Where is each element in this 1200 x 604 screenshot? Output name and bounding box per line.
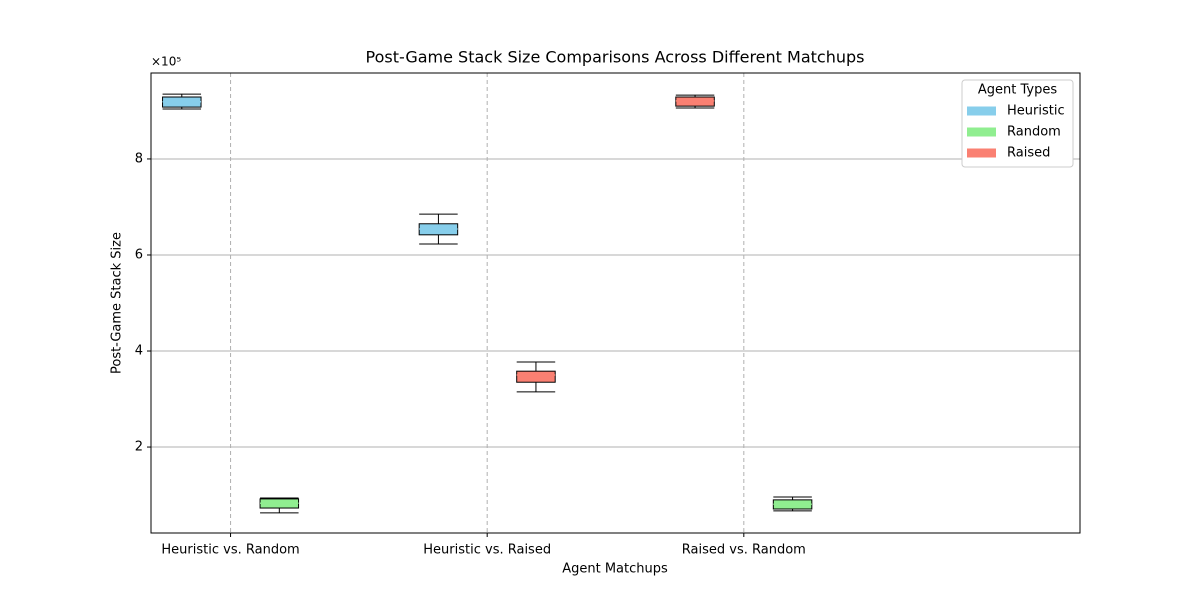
legend-label: Raised: [1007, 146, 1050, 161]
y-axis-label: Post-Game Stack Size: [110, 232, 125, 374]
chart-title: Post-Game Stack Size Comparisons Across …: [366, 48, 865, 67]
legend-label: Heuristic: [1007, 104, 1065, 119]
legend-label: Random: [1007, 125, 1061, 140]
legend-swatch: [967, 148, 996, 158]
x-axis-label: Agent Matchups: [562, 562, 668, 577]
legend-swatch: [967, 106, 996, 116]
legend-title: Agent Types: [978, 83, 1057, 98]
y-tick-label: 4: [135, 344, 143, 359]
y-tick-label: 8: [135, 151, 143, 166]
y-tick-label: 6: [135, 247, 143, 262]
x-tick-label: Heuristic vs. Random: [161, 543, 299, 558]
legend-box: [961, 79, 1074, 168]
y-tick-label: 2: [135, 440, 143, 455]
legend-swatch: [967, 127, 996, 137]
x-tick-label: Raised vs. Random: [682, 543, 806, 558]
box: [516, 370, 556, 383]
plot-frame: [150, 72, 1081, 534]
x-tick-label: Heuristic vs. Raised: [423, 543, 551, 558]
y-offset-label: ×10⁵: [151, 55, 181, 69]
